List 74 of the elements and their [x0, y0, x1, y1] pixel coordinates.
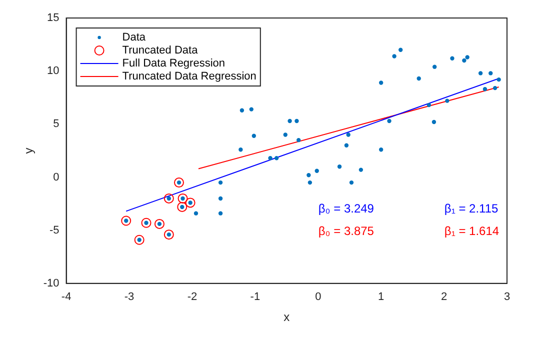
- point: [306, 173, 311, 178]
- point: [482, 87, 488, 92]
- y-tick-label: 0: [53, 171, 60, 184]
- point: [185, 198, 196, 208]
- y-tick-label: 5: [53, 118, 60, 130]
- point: [378, 80, 384, 85]
- point: [218, 180, 223, 185]
- y-tick-label: -5: [50, 224, 60, 236]
- point: [314, 168, 319, 173]
- point: [426, 102, 432, 108]
- point: [432, 64, 437, 69]
- y-axis-title: y: [22, 148, 36, 154]
- point: [141, 218, 152, 228]
- x-tick-label: 3: [504, 291, 510, 304]
- y-tick-label: 15: [47, 12, 60, 24]
- legend-label: Full Data Regression: [122, 58, 226, 70]
- point: [358, 168, 364, 172]
- point: [283, 132, 288, 137]
- point: [164, 230, 174, 240]
- point: [488, 71, 493, 76]
- point: [238, 148, 243, 152]
- point: [416, 76, 421, 81]
- x-tick-label: -3: [124, 291, 134, 304]
- point: [349, 180, 354, 185]
- point: [268, 156, 272, 160]
- annotation: β₀ = 3.875: [318, 224, 374, 238]
- legend-label: Truncated Data Regression: [122, 70, 256, 83]
- point: [398, 48, 403, 52]
- point: [296, 138, 301, 142]
- x-tick-label: -1: [250, 291, 260, 304]
- annotation: β₁ = 2.115: [444, 201, 499, 216]
- x-tick-label: -2: [187, 291, 198, 304]
- point: [432, 120, 436, 124]
- point: [294, 118, 299, 124]
- x-tick-label: 1: [378, 291, 384, 304]
- point: [308, 180, 312, 185]
- x-tick-label: 0: [315, 291, 322, 304]
- point: [134, 234, 144, 245]
- point: [218, 196, 223, 201]
- point: [392, 54, 396, 58]
- legend-label: Truncated Data: [122, 44, 199, 57]
- point: [450, 56, 454, 60]
- point: [337, 164, 342, 169]
- point: [178, 193, 188, 204]
- point: [164, 193, 174, 204]
- point: [346, 132, 350, 137]
- point: [174, 178, 184, 188]
- y-tick-label: -10: [43, 277, 60, 290]
- point: [344, 143, 349, 148]
- y-tick-label: 10: [47, 65, 60, 78]
- point: [218, 211, 223, 216]
- point: [240, 108, 244, 112]
- point: [465, 55, 470, 60]
- x-tick-label: -4: [61, 291, 72, 304]
- point: [121, 216, 132, 226]
- legend-label: Data: [122, 32, 146, 44]
- point: [249, 107, 254, 112]
- annotation: β₀ = 3.249: [318, 201, 374, 216]
- point: [492, 86, 498, 90]
- point: [154, 218, 164, 229]
- annotation: β₁ = 1.614: [444, 224, 500, 238]
- point: [274, 156, 279, 160]
- point: [194, 211, 198, 216]
- point: [462, 58, 466, 63]
- point: [496, 77, 501, 82]
- point: [387, 118, 392, 124]
- point: [288, 118, 292, 124]
- point: [378, 148, 384, 152]
- x-axis-title: x: [284, 310, 290, 324]
- point: [478, 71, 483, 76]
- x-tick-label: 2: [440, 291, 448, 304]
- point: [177, 202, 188, 212]
- point: [252, 134, 256, 138]
- point: [445, 98, 450, 103]
